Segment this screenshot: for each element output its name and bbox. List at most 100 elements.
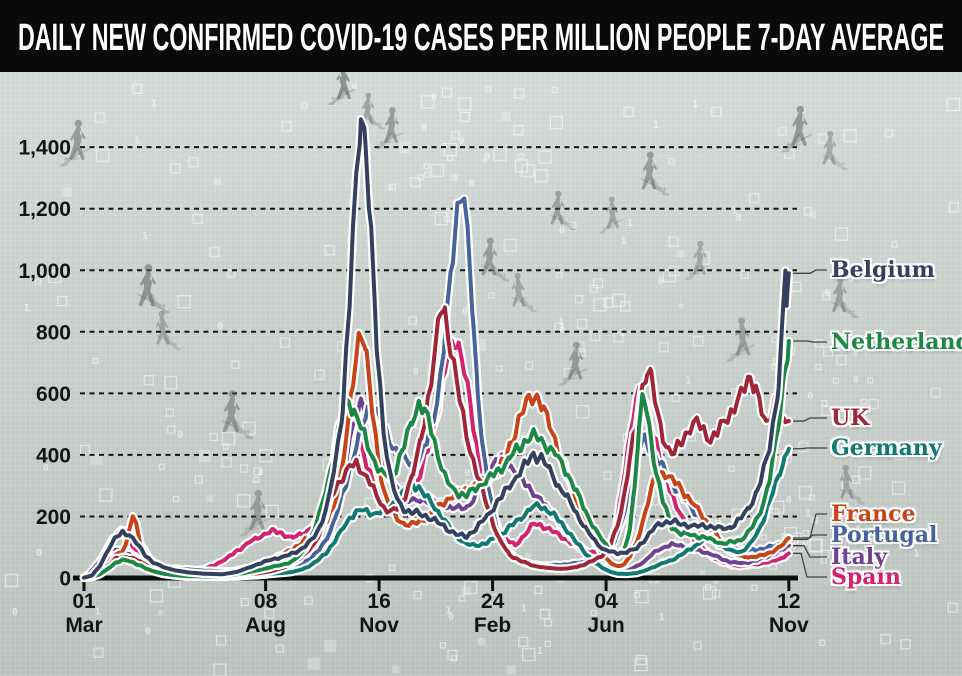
pattern-square [253, 467, 262, 476]
pattern-square [525, 552, 531, 558]
pattern-square [803, 206, 813, 216]
pattern-square [521, 164, 535, 178]
x-tick-day: 16 [367, 590, 390, 613]
y-tick-label: 200 [36, 506, 71, 529]
pattern-square [822, 346, 834, 357]
y-tick-label: 400 [36, 444, 71, 467]
pattern-square [620, 301, 631, 312]
pattern-square [513, 125, 524, 136]
pattern-square [592, 278, 604, 289]
pattern-square [388, 564, 396, 571]
pattern-square [748, 192, 760, 204]
pattern-digit: 0 [674, 533, 680, 544]
pattern-square [226, 269, 236, 278]
x-tick-day: 24 [481, 590, 505, 613]
pattern-square [301, 102, 308, 109]
pattern-square [868, 344, 875, 352]
pattern-square [611, 293, 626, 307]
pattern-square [450, 655, 457, 662]
pattern-square [668, 157, 675, 165]
leader-line-france [793, 513, 827, 539]
pattern-square [209, 432, 218, 442]
pattern-square [846, 270, 854, 278]
pattern-square [692, 336, 704, 347]
pattern-digit: 0 [421, 123, 427, 134]
pattern-digit: 0 [786, 495, 792, 506]
pattern-square [132, 83, 143, 94]
pattern-square [236, 494, 251, 508]
pattern-square [623, 106, 634, 118]
pattern-digit: 1 [659, 612, 665, 623]
pattern-square [814, 339, 824, 348]
pattern-square [834, 227, 849, 241]
pattern-digit: 0 [853, 347, 859, 358]
pattern-square [832, 377, 840, 384]
pattern-square [451, 130, 460, 140]
pattern-square [740, 270, 749, 279]
pattern-square [458, 595, 465, 602]
pattern-digit: 0 [458, 136, 464, 147]
pattern-square [603, 297, 614, 308]
pattern-square [231, 360, 240, 369]
pattern-square [815, 363, 822, 371]
pattern-digit: 0 [36, 548, 42, 559]
pattern-square [79, 444, 91, 455]
x-tick-month: Nov [359, 614, 399, 637]
pattern-square [143, 375, 154, 386]
pattern-square [149, 589, 164, 603]
pattern-digit: 0 [413, 366, 419, 377]
x-tick-month: Mar [65, 614, 102, 637]
series-lines [79, 115, 794, 583]
pattern-square [635, 589, 649, 604]
pattern-square [702, 586, 717, 600]
pattern-digit: 1 [855, 525, 861, 536]
pattern-square [441, 87, 453, 98]
pattern-square [534, 585, 543, 595]
pattern-digit: 0 [431, 92, 437, 103]
pattern-digit: 1 [685, 376, 691, 387]
axes: 02004006008001,0001,2001,40001Mar08Aug16… [18, 137, 809, 637]
pattern-square [213, 177, 221, 185]
pattern-square [48, 269, 62, 284]
pattern-square [477, 637, 485, 645]
pattern-square [461, 586, 471, 596]
pattern-square [513, 88, 525, 99]
pattern-square [443, 143, 457, 157]
pattern-square [242, 421, 256, 436]
pattern-digit: 0 [803, 538, 809, 549]
pattern-square [158, 610, 164, 616]
pattern-square [158, 463, 165, 470]
x-tick-month: Nov [769, 614, 809, 637]
pattern-square [188, 157, 199, 168]
pattern-square [538, 150, 552, 164]
leader-line-netherlands [793, 340, 827, 343]
pattern-digit: 0 [469, 179, 475, 190]
pattern-square [177, 295, 191, 309]
pattern-digit: 0 [12, 607, 18, 618]
pattern-digit: 0 [484, 151, 490, 162]
pattern-square [485, 85, 492, 93]
pattern-square [451, 173, 459, 181]
pattern-square [821, 405, 832, 416]
x-tick-month: Aug [245, 614, 286, 637]
pattern-digit: 0 [657, 276, 663, 287]
leader-line-uk [793, 417, 827, 422]
pattern-square [900, 639, 911, 650]
pattern-square [556, 272, 563, 279]
pattern-square [94, 112, 105, 123]
pattern-square [304, 596, 313, 605]
pattern-digit: 0 [145, 627, 151, 638]
pattern-square [413, 590, 422, 600]
y-tick-label: 0 [59, 568, 71, 591]
pattern-digit: 0 [464, 468, 470, 479]
pattern-square [239, 464, 249, 473]
pattern-square [539, 608, 550, 620]
pattern-square [791, 281, 802, 292]
pattern-digit: 1 [621, 236, 627, 247]
x-tick-month: Jun [587, 614, 624, 637]
pattern-square [439, 642, 447, 649]
pattern-square [417, 174, 424, 181]
pattern-square [447, 649, 458, 661]
